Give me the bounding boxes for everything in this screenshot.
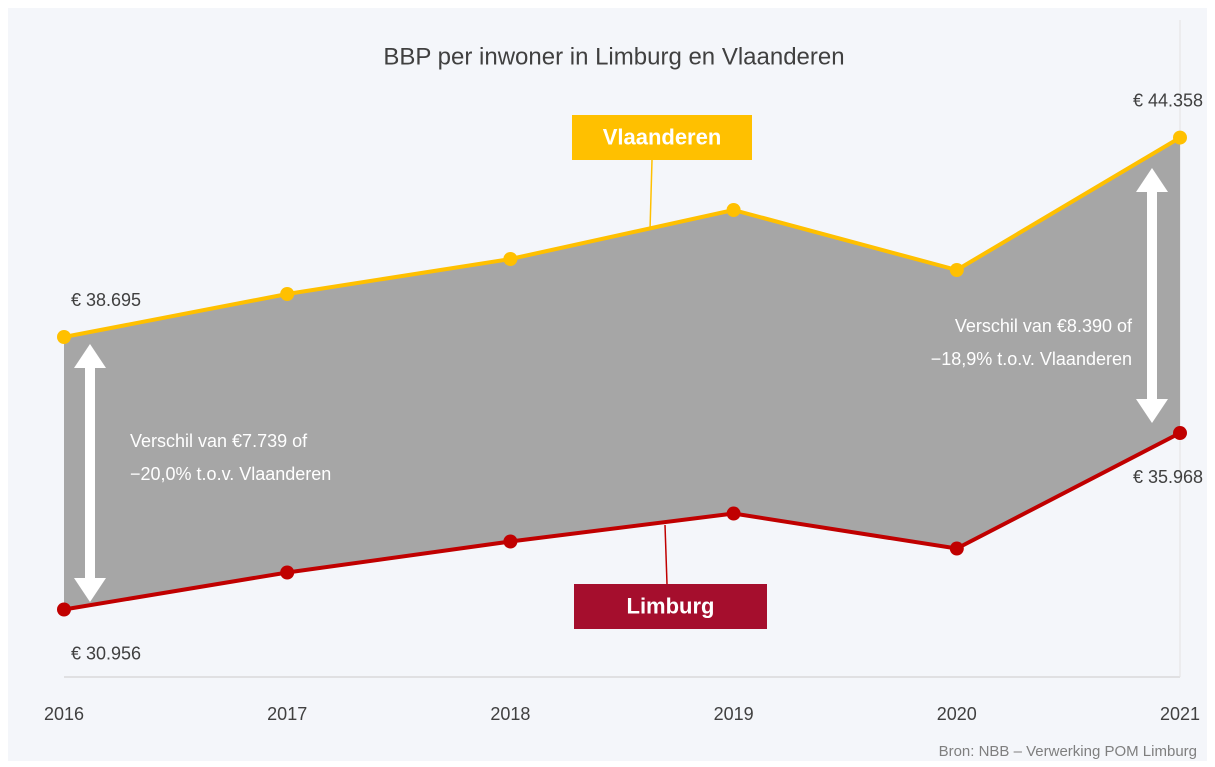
- arrow-head: [74, 344, 106, 368]
- arrow-shaft: [1147, 188, 1157, 402]
- x-tick-label: 2019: [714, 704, 754, 724]
- annotation: Verschil van €7.739 of: [130, 431, 308, 451]
- point: [503, 534, 518, 549]
- legend-box: [574, 584, 767, 629]
- annotation: −18,9% t.o.v. Vlaanderen: [931, 349, 1132, 369]
- point: [57, 602, 71, 617]
- x-tick-label: 2020: [937, 704, 977, 724]
- arrows: [74, 168, 1168, 602]
- point: [280, 565, 295, 580]
- data-label: € 44.358: [1133, 90, 1203, 110]
- annotation: −20,0% t.o.v. Vlaanderen: [130, 464, 331, 484]
- x-tick-label: 2017: [267, 704, 307, 724]
- point: [57, 330, 71, 345]
- arrow-head: [1136, 399, 1168, 423]
- point: [726, 506, 741, 521]
- source: Bron: NBB – Verwerking POM Limburg: [939, 743, 1197, 760]
- point: [280, 287, 295, 302]
- legend-label: Limburg: [627, 593, 715, 618]
- arrow-shaft: [85, 364, 95, 582]
- point: [726, 202, 741, 217]
- point: [949, 541, 964, 556]
- leader-line: [664, 524, 668, 585]
- legend-label: Vlaanderen: [603, 124, 722, 149]
- x-tick-label: 2018: [490, 704, 530, 724]
- chart-title: BBP per inwoner in Limburg en Vlaanderen: [383, 43, 844, 70]
- point: [949, 262, 964, 277]
- data-label: € 35.968: [1133, 467, 1203, 487]
- legend-box: [572, 115, 752, 160]
- point: [1173, 130, 1187, 145]
- x-tick-label: 2021: [1160, 704, 1200, 724]
- arrow-head: [1136, 168, 1168, 192]
- series-line: [63, 135, 1182, 339]
- leader-line: [649, 159, 653, 231]
- x-tick-label: 2016: [44, 704, 84, 724]
- point: [503, 252, 518, 267]
- arrow-head: [74, 578, 106, 602]
- data-label: € 30.956: [71, 643, 141, 663]
- data-label: € 38.695: [71, 290, 141, 310]
- annotation: Verschil van €8.390 of: [955, 316, 1133, 336]
- series-line: [63, 431, 1181, 612]
- point: [1173, 426, 1187, 441]
